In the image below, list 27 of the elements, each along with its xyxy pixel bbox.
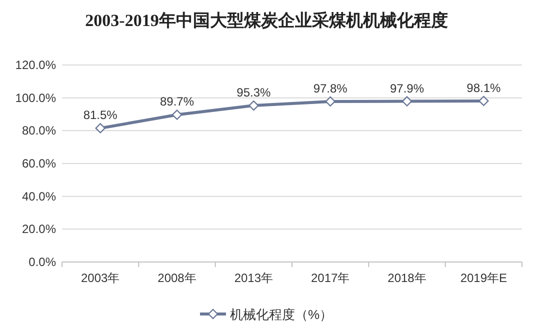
x-tick-label: 2008年	[158, 271, 196, 285]
point	[172, 110, 182, 120]
y-tick-label: 80.0%	[22, 124, 56, 138]
legend-label: 机械化程度（%）	[230, 307, 333, 322]
y-tick-label: 0.0%	[28, 255, 56, 269]
point	[95, 123, 106, 134]
data-label: 98.1%	[466, 80, 502, 95]
point	[325, 96, 336, 107]
data-label: 97.8%	[313, 81, 348, 96]
x-tick-label: 2019年E	[460, 271, 508, 285]
data-label: 81.5%	[83, 108, 118, 122]
point	[248, 100, 259, 111]
y-tick-label: 120.0%	[15, 58, 56, 72]
x-tick-label: 2003年	[80, 271, 120, 285]
chart-title: 2003-2019年中国大型煤炭企业采煤机机械化程度	[85, 11, 448, 30]
point	[478, 96, 489, 106]
x-tick-label: 2017年	[310, 271, 350, 285]
y-tick-label: 60.0%	[22, 156, 56, 170]
y-tick-label: 20.0%	[22, 222, 56, 236]
x-tick-label: 2018年	[388, 271, 426, 285]
y-tick-label: 40.0%	[22, 189, 56, 204]
point	[402, 96, 412, 106]
data-label: 89.7%	[160, 94, 194, 109]
data-label: 95.3%	[236, 86, 272, 100]
data-label: 97.9%	[390, 81, 424, 96]
x-tick-label: 2013年	[234, 271, 274, 285]
y-tick-label: 100.0%	[15, 90, 56, 105]
